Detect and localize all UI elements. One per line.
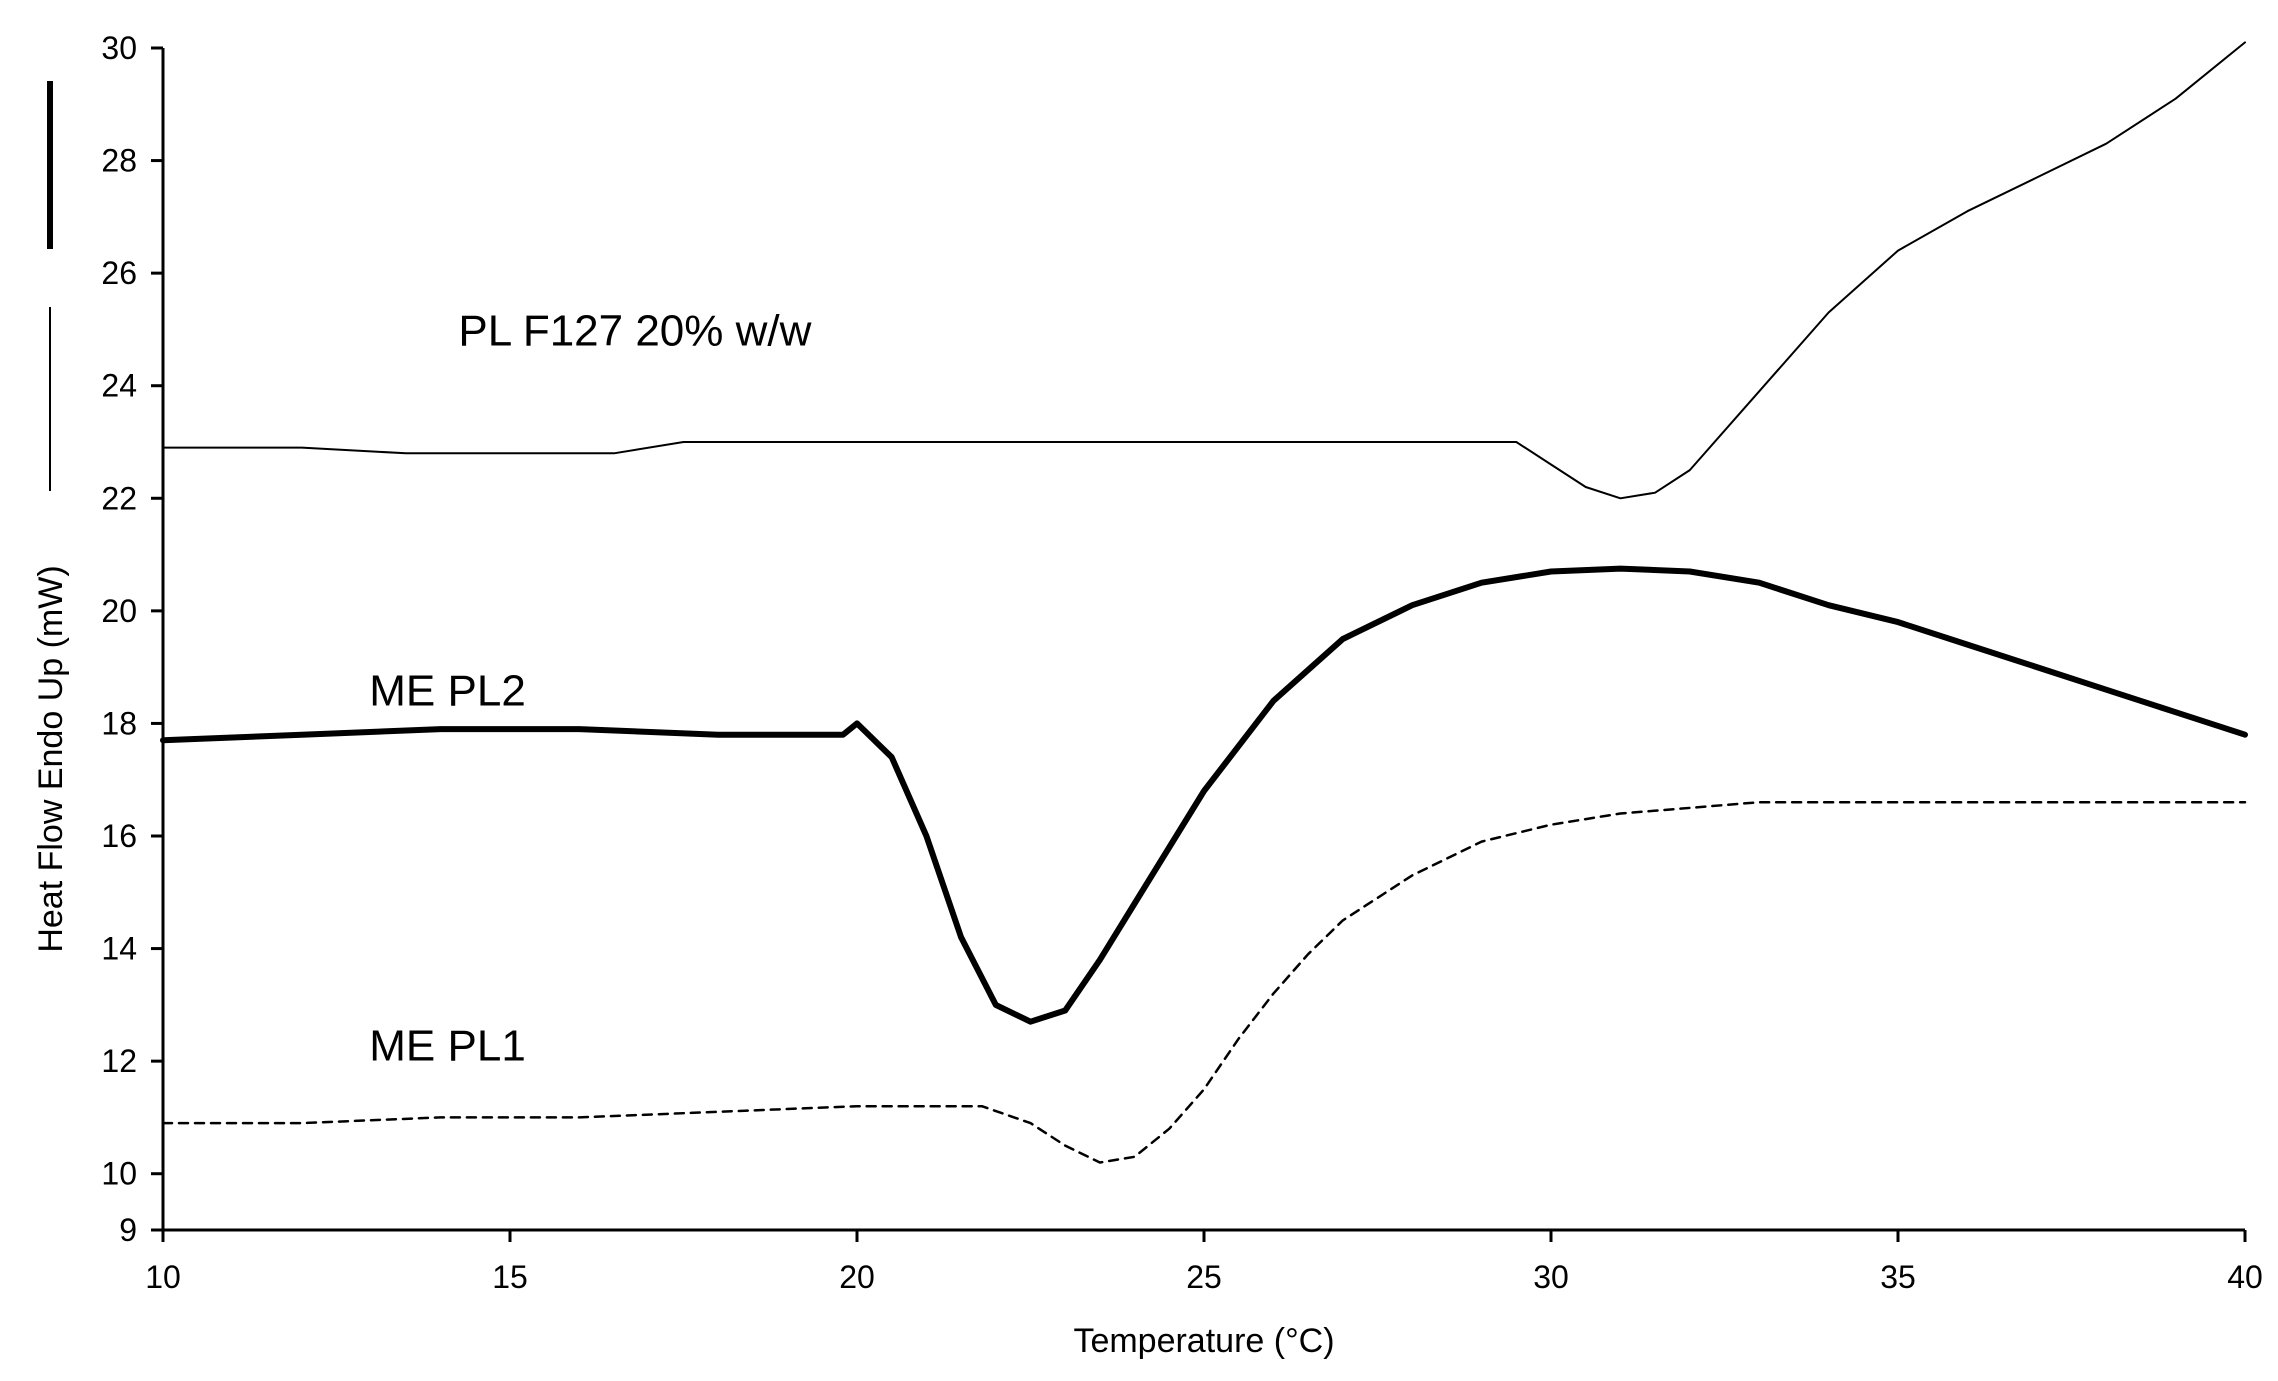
y-tick-label: 30 — [101, 30, 137, 66]
x-axis-title: Temperature (°C) — [1073, 1322, 1334, 1360]
y-tick-label: 18 — [101, 705, 137, 741]
series-label-2: ME PL1 — [369, 1021, 526, 1070]
y-tick-label: 10 — [101, 1156, 137, 1192]
series-label-0: PL F127 20% w/w — [458, 306, 811, 355]
y-tick-label: 20 — [101, 593, 137, 629]
x-tick-label: 25 — [1186, 1259, 1222, 1295]
y-tick-label: 28 — [101, 143, 137, 179]
y-ticks: 9 10 12 14 16 18 20 22 24 26 28 30 — [101, 30, 163, 1248]
x-ticks: 10 15 20 25 30 35 40 — [145, 1230, 2263, 1295]
y-tick-label: 12 — [101, 1043, 137, 1079]
x-tick-label: 20 — [839, 1259, 875, 1295]
annotations: PL F127 20% w/w ME PL2 ME PL1 — [369, 306, 811, 1070]
y-tick-label: 14 — [101, 931, 137, 967]
y-tick-label: 26 — [101, 255, 137, 291]
y-axis-title: Heat Flow Endo Up (mW) — [32, 565, 70, 952]
y-tick-label: 22 — [101, 480, 137, 516]
series-group — [160, 41, 2248, 1164]
y-axis-title-group: Heat Flow Endo Up (mW) — [32, 81, 70, 953]
series-line-2 — [161, 800, 2247, 1164]
x-tick-label: 15 — [492, 1259, 528, 1295]
y-tick-label: 16 — [101, 818, 137, 854]
x-tick-label: 30 — [1533, 1259, 1569, 1295]
series-line-0 — [162, 41, 2246, 500]
x-tick-label: 40 — [2227, 1259, 2263, 1295]
y-tick-label: 9 — [119, 1212, 137, 1248]
x-tick-label: 35 — [1880, 1259, 1916, 1295]
y-tick-label: 24 — [101, 368, 137, 404]
series-line-1 — [160, 565, 2248, 1025]
x-tick-label: 10 — [145, 1259, 181, 1295]
series-label-1: ME PL2 — [369, 667, 526, 716]
